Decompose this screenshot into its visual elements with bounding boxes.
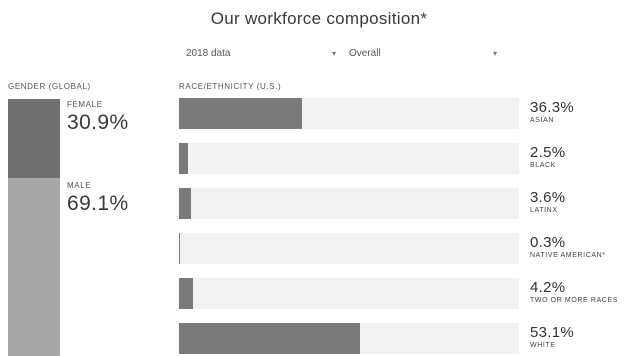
race-bar-track [179,278,519,309]
race-bar-track [179,323,519,354]
race-bar-fill [179,233,180,264]
race-bar-track [179,233,519,264]
gender-bar-female [8,99,60,178]
race-bar-fill [179,98,302,129]
race-label: LATINX [530,207,558,214]
race-heading: RACE/ETHNICITY (U.S.) [179,82,282,91]
gender-bar-male [8,178,60,356]
race-value: 3.6% [530,189,566,206]
race-value: 36.3% [530,99,575,116]
race-bar-fill [179,278,193,309]
race-value: 4.2% [530,279,566,296]
female-label: FEMALE [67,100,103,109]
gender-bar [8,99,60,356]
race-bar-track [179,143,519,174]
race-bar-fill [179,323,360,354]
race-label: WHITE [530,342,556,349]
race-label: NATIVE AMERICAN* [530,252,606,259]
view-select[interactable]: Overall ▾ [349,44,497,62]
race-label: BLACK [530,162,556,169]
gender-heading: GENDER (GLOBAL) [8,82,91,91]
year-select-value: 2018 data [186,47,231,59]
chevron-down-icon: ▾ [331,48,336,58]
race-value: 0.3% [530,234,566,251]
race-bar-track [179,188,519,219]
page-title: Our workforce composition* [210,9,428,28]
race-value: 2.5% [530,144,566,161]
race-bar-fill [179,188,191,219]
race-label: ASIAN [530,117,555,124]
view-select-value: Overall [349,47,381,59]
male-label: MALE [67,181,92,190]
race-value: 53.1% [530,324,575,341]
chevron-down-icon: ▾ [492,48,497,58]
race-bar-track [179,98,519,129]
male-value: 69.1% [67,192,129,215]
race-label: TWO OR MORE RACES [530,297,618,304]
race-bar-fill [179,143,188,174]
year-select[interactable]: 2018 data ▾ [186,44,336,62]
female-value: 30.9% [67,111,129,134]
